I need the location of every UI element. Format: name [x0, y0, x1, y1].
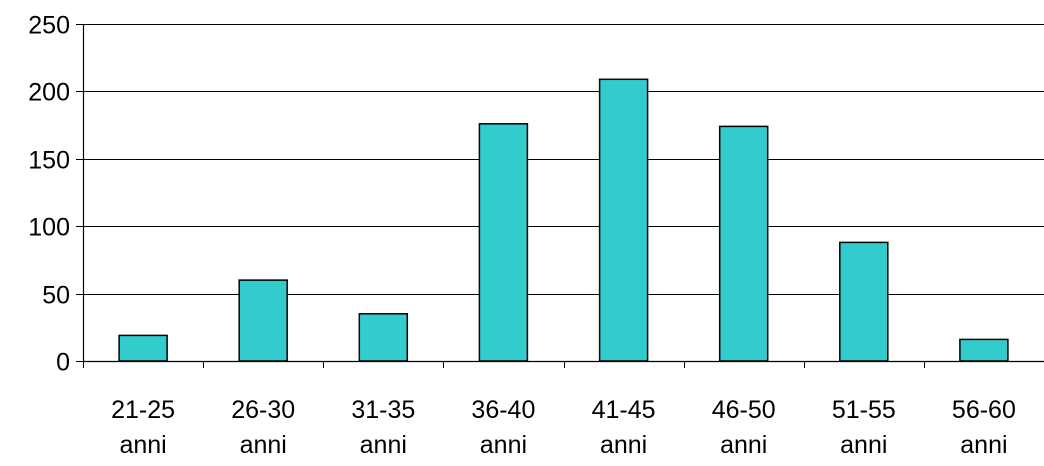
y-tick-label: 200 [28, 79, 70, 107]
x-tick-label-range: 56-60 [952, 396, 1016, 424]
x-tick-label: 51-55 anni [832, 396, 896, 459]
y-tick-label: 0 [56, 349, 70, 377]
axes [76, 24, 1044, 368]
x-tick-label-unit: anni [360, 431, 407, 459]
bar [478, 123, 529, 362]
x-tick-label-unit: anni [720, 431, 767, 459]
y-tick-label: 250 [28, 12, 70, 40]
x-tick-label-unit: anni [960, 431, 1007, 459]
bars [118, 78, 1009, 362]
x-tick-label: 31-35 anni [351, 396, 415, 459]
x-tick-label: 26-30 anni [231, 396, 295, 459]
x-tick-label: 46-50 anni [712, 396, 776, 459]
x-tick-label-unit: anni [119, 431, 166, 459]
x-tick-label: 41-45 anni [592, 396, 656, 459]
x-tick-label-unit: anni [840, 431, 887, 459]
bar [238, 279, 288, 362]
x-tick-label-unit: anni [240, 431, 287, 459]
y-tick-labels: 0 50 100 150 200 250 [28, 12, 70, 377]
x-tick-label-range: 21-25 [111, 396, 175, 424]
y-tick-label: 150 [28, 147, 70, 175]
x-tick-label: 21-25 anni [111, 396, 175, 459]
bar [358, 313, 409, 362]
x-tick-label: 56-60 anni [952, 396, 1016, 459]
x-tick-label-unit: anni [480, 431, 527, 459]
bar [718, 125, 769, 362]
x-tick-label-range: 46-50 [712, 396, 776, 424]
bar [959, 338, 1009, 362]
bar [839, 241, 889, 362]
gridlines [83, 24, 1044, 295]
bar [598, 78, 649, 362]
x-tick-label-unit: anni [600, 431, 647, 459]
bar [118, 334, 168, 362]
x-tick-label-range: 41-45 [592, 396, 656, 424]
y-tick-label: 50 [42, 282, 70, 310]
x-tick-label-range: 31-35 [351, 396, 415, 424]
y-tick-label: 100 [28, 214, 70, 242]
x-tick-label: 36-40 anni [471, 396, 535, 459]
x-tick-label-range: 51-55 [832, 396, 896, 424]
x-tick-label-range: 26-30 [231, 396, 295, 424]
x-tick-label-range: 36-40 [471, 396, 535, 424]
